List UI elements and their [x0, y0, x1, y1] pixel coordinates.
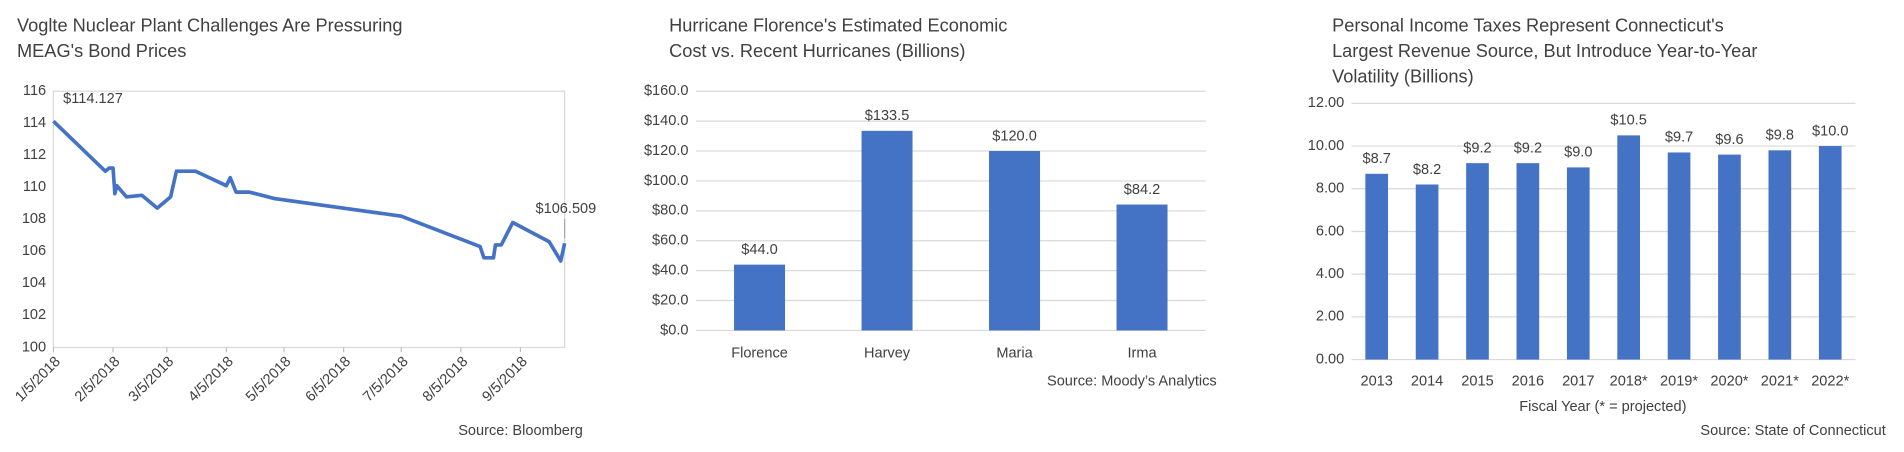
y-tick-label: 100 [22, 339, 46, 355]
bar [1667, 152, 1691, 360]
x-tick-label: 2018* [1610, 373, 1648, 389]
y-tick-label: 12.00 [1308, 95, 1344, 111]
x-tick-label: 2021* [1761, 373, 1799, 389]
y-tick-label: 106 [22, 243, 46, 259]
bar [1718, 154, 1741, 360]
y-tick-label: 0.00 [1316, 351, 1344, 367]
x-tick-label: 2/5/2018 [72, 354, 123, 405]
x-tick-label: 9/5/2018 [479, 354, 530, 405]
y-tick-label: 2.00 [1316, 309, 1344, 325]
y-tick-label: 4.00 [1316, 266, 1344, 282]
data-label: $8.2 [1413, 162, 1441, 178]
y-tick-label: $0.0 [660, 322, 688, 338]
chart-title: Hurricane Florence's Estimated Economic [669, 16, 1007, 36]
bar [1365, 173, 1389, 360]
data-label: $9.2 [1514, 140, 1542, 156]
x-tick-label: Irma [1127, 345, 1157, 361]
bar [1116, 204, 1168, 331]
data-label: $9.0 [1564, 145, 1592, 161]
data-label: $9.2 [1463, 140, 1491, 156]
y-tick-label: $100.0 [644, 173, 689, 189]
x-tick-label: 6/5/2018 [303, 354, 354, 405]
x-tick-label: 3/5/2018 [126, 354, 177, 405]
source: Source: Bloomberg [458, 423, 583, 439]
x-tick-label: 5/5/2018 [243, 354, 294, 405]
x-tick-label: 2013 [1360, 373, 1392, 389]
y-tick-label: $120.0 [644, 143, 689, 159]
chart-title: Largest Revenue Source, But Introduce Ye… [1332, 41, 1757, 61]
x-tick-label: 2017 [1562, 373, 1594, 389]
bar [1617, 135, 1640, 360]
y-tick-label: $20.0 [652, 292, 688, 308]
y-tick-label: 104 [22, 275, 46, 291]
y-tick-label: 114 [23, 115, 46, 131]
y-tick-label: $140.0 [644, 113, 689, 129]
bar [989, 151, 1041, 331]
y-tick-label: 108 [22, 211, 46, 227]
x-tick-label: 7/5/2018 [360, 354, 411, 405]
x-tick-label: 2015 [1461, 373, 1493, 389]
y-tick-label: 112 [23, 147, 46, 163]
data-label: $10.0 [1812, 123, 1848, 139]
chart-title: Personal Income Taxes Represent Connecti… [1332, 16, 1724, 36]
data-label: $10.5 [1610, 113, 1646, 129]
data-label: $44.0 [741, 242, 777, 258]
y-tick-label: 110 [23, 179, 46, 195]
bar [1818, 146, 1842, 360]
chart-title: Cost vs. Recent Hurricanes (Billions) [669, 41, 965, 61]
x-tick-label: 2016 [1512, 373, 1544, 389]
data-label: $120.0 [992, 128, 1037, 144]
bar [1516, 163, 1540, 360]
y-tick-label: 6.00 [1316, 223, 1344, 239]
y-tick-label: $60.0 [652, 233, 688, 249]
data-label: $8.7 [1363, 151, 1391, 167]
bar [1466, 163, 1489, 360]
bar [1768, 150, 1792, 360]
data-label: $9.8 [1766, 128, 1794, 144]
y-tick-label: $80.0 [652, 203, 688, 219]
x-tick-label: 8/5/2018 [420, 354, 471, 405]
y-tick-label: 102 [22, 307, 46, 323]
bar [861, 130, 913, 331]
x-tick-label: 2022* [1811, 373, 1849, 389]
y-tick-label: $40.0 [652, 262, 688, 278]
annotation: $114.127 [63, 91, 123, 107]
line [52, 119, 567, 263]
x-tick-label: Florence [731, 345, 788, 361]
x-tick-label: 1/5/2018 [12, 354, 63, 405]
bar [1415, 184, 1439, 360]
plot-frame [52, 90, 566, 349]
bar [734, 264, 786, 331]
data-label: $9.7 [1665, 130, 1693, 146]
data-label: $133.5 [865, 108, 910, 124]
x-tick-label: Maria [996, 345, 1033, 361]
data-label: $84.2 [1124, 182, 1160, 198]
y-tick-label: 10.00 [1308, 138, 1344, 154]
chart-title: Voglte Nuclear Plant Challenges Are Pres… [17, 16, 403, 36]
data-label: $9.6 [1715, 132, 1743, 148]
source: Source: Moody’s Analytics [1047, 373, 1217, 389]
x-axis-label: Fiscal Year (* = projected) [1519, 399, 1686, 415]
x-tick-label: 2020* [1710, 373, 1748, 389]
x-tick-label: 4/5/2018 [185, 354, 236, 405]
y-tick-label: 116 [23, 83, 46, 99]
x-tick-label: Harvey [864, 345, 911, 361]
bar [1566, 167, 1590, 360]
y-tick-label: $160.0 [644, 83, 689, 99]
source: Source: State of Connecticut [1700, 423, 1885, 439]
x-tick-label: 2019* [1660, 373, 1698, 389]
x-tick-label: 2014 [1411, 373, 1443, 389]
y-tick-label: 8.00 [1316, 181, 1344, 197]
chart-title: Volatility (Billions) [1332, 67, 1474, 87]
annotation: $106.509 [536, 201, 597, 217]
chart-title: MEAG's Bond Prices [17, 41, 186, 61]
